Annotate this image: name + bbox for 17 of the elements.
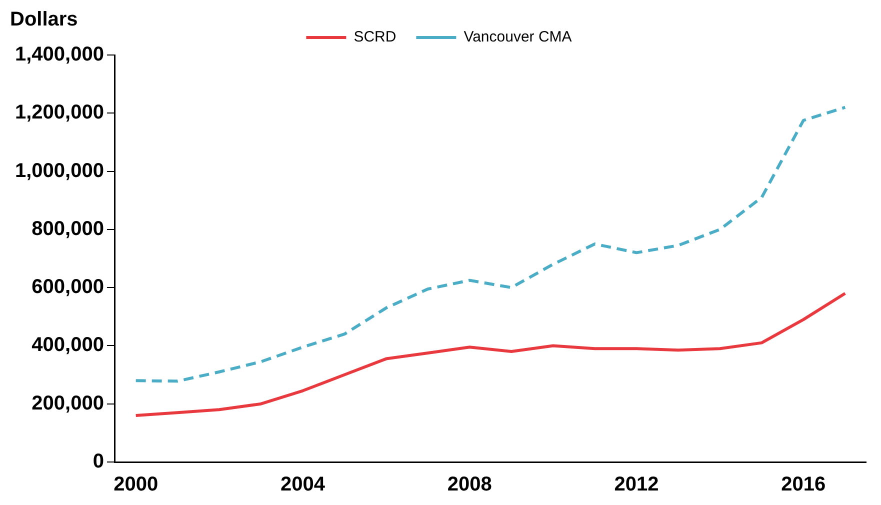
y-tick-label: 400,000 <box>32 334 104 356</box>
y-axis-title: Dollars <box>10 8 78 31</box>
y-tick-label: 0 <box>92 450 104 473</box>
x-tick-label: 2012 <box>614 474 659 496</box>
y-tick-label: 1,400,000 <box>14 44 104 66</box>
y-tick-label: 1,000,000 <box>14 160 104 182</box>
y-tick-label: 200,000 <box>32 392 104 414</box>
line-series <box>134 106 847 383</box>
x-tick-label: 2000 <box>114 474 158 496</box>
y-tick-label: 1,200,000 <box>14 102 104 124</box>
x-tick-label: 2016 <box>781 474 826 496</box>
y-tick-label: 800,000 <box>32 218 104 240</box>
x-tick-label: 2008 <box>447 474 492 496</box>
x-tick-label: 2004 <box>280 474 326 496</box>
legend-label: SCRD <box>354 28 396 46</box>
y-tick-label: 600,000 <box>32 276 104 298</box>
legend-label: Vancouver CMA <box>464 28 572 46</box>
